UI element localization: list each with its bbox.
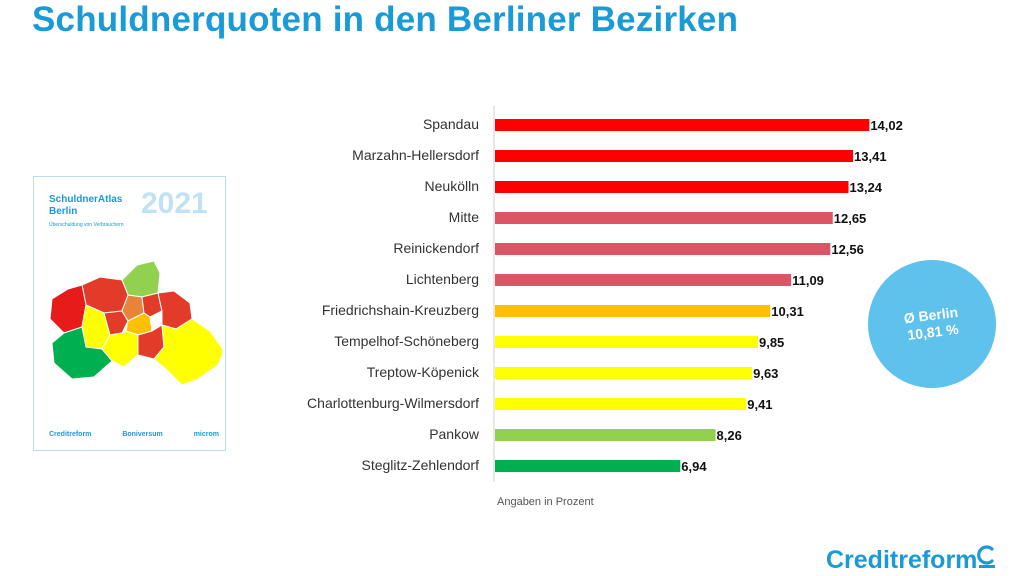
creditreform-c-icon bbox=[977, 545, 995, 568]
bar bbox=[495, 367, 753, 379]
cover-brand-creditreform: Creditreform bbox=[49, 431, 92, 438]
cover-brand-boniversum: Boniversum bbox=[122, 431, 163, 438]
category-label: Spandau bbox=[423, 116, 479, 132]
cover-title: SchuldnerAtlas Berlin bbox=[49, 194, 149, 218]
bars-group: Spandau 14,02 Marzahn-Hellersdorf 13,41 Neuk… bbox=[307, 116, 903, 474]
value-label: 12,65 bbox=[834, 211, 867, 226]
category-label: Tempelhof-Schöneberg bbox=[334, 333, 479, 349]
bar bbox=[495, 212, 833, 224]
value-label: 12,56 bbox=[831, 242, 864, 257]
bar bbox=[495, 119, 870, 131]
bar bbox=[495, 460, 681, 472]
value-label: 10,31 bbox=[771, 304, 804, 319]
cover-subtitle: Überschuldung von Verbrauchern bbox=[49, 222, 124, 228]
bar bbox=[495, 305, 771, 317]
category-label: Mitte bbox=[449, 209, 480, 225]
cover-brand-microm: microm bbox=[193, 431, 219, 438]
value-label: 9,85 bbox=[759, 335, 784, 350]
category-label: Reinickendorf bbox=[393, 240, 479, 256]
value-label: 11,09 bbox=[792, 273, 824, 288]
bar bbox=[495, 429, 716, 441]
category-label: Friedrichshain-Kreuzberg bbox=[322, 302, 479, 318]
value-label: 9,41 bbox=[747, 397, 772, 412]
berlin-district-map-icon bbox=[49, 260, 222, 386]
axis-footnote: Angaben in Prozent bbox=[497, 496, 594, 508]
report-cover-thumbnail: SchuldnerAtlas Berlin Überschuldung von … bbox=[33, 176, 226, 451]
bar bbox=[495, 336, 758, 348]
cover-year: 2021 bbox=[141, 187, 208, 220]
category-label: Lichtenberg bbox=[406, 271, 479, 287]
bar bbox=[495, 398, 747, 410]
bar bbox=[495, 150, 854, 162]
cover-title-line1: SchuldnerAtlas bbox=[49, 194, 123, 205]
cover-brands: Creditreform Boniversum microm bbox=[49, 431, 219, 438]
category-label: Steglitz-Zehlendorf bbox=[361, 457, 479, 473]
value-label: 13,24 bbox=[850, 180, 883, 195]
category-label: Treptow-Köpenick bbox=[367, 364, 480, 380]
category-label: Neukölln bbox=[425, 178, 479, 194]
value-label: 8,26 bbox=[717, 428, 742, 443]
category-label: Marzahn-Hellersdorf bbox=[352, 147, 479, 163]
bar bbox=[495, 181, 849, 193]
cover-title-line2: Berlin bbox=[49, 206, 78, 217]
value-label: 14,02 bbox=[870, 118, 903, 133]
category-label: Pankow bbox=[429, 426, 480, 442]
value-label: 6,94 bbox=[681, 459, 707, 474]
creditreform-logo: Creditreform bbox=[826, 546, 978, 574]
value-label: 13,41 bbox=[854, 149, 887, 164]
bar bbox=[495, 274, 792, 286]
category-label: Charlottenburg-Wilmersdorf bbox=[307, 395, 479, 411]
page-title: Schuldnerquoten in den Berliner Bezirken bbox=[32, 0, 739, 39]
bar bbox=[495, 243, 831, 255]
value-label: 9,63 bbox=[753, 366, 778, 381]
